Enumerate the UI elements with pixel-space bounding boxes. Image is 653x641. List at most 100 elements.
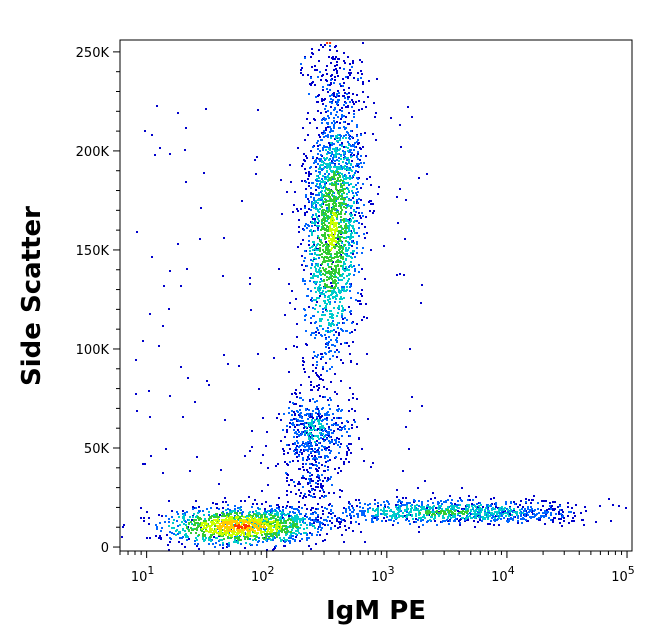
event-dot	[479, 513, 481, 515]
event-dot	[337, 444, 339, 446]
event-dot	[324, 183, 326, 185]
event-dot	[315, 408, 317, 410]
event-dot	[319, 395, 321, 397]
event-dot	[301, 255, 303, 257]
event-dot	[317, 389, 319, 391]
event-dot	[500, 512, 502, 514]
event-dot	[297, 442, 299, 444]
event-dot	[352, 197, 354, 199]
event-dot	[356, 194, 358, 196]
event-dot	[221, 512, 223, 514]
event-dot	[358, 437, 360, 439]
event-dot	[326, 388, 328, 390]
event-dot	[519, 509, 521, 511]
event-dot	[338, 157, 340, 159]
event-dot	[353, 103, 355, 105]
event-dot	[366, 353, 368, 355]
event-dot	[277, 516, 279, 518]
event-dot	[271, 508, 273, 510]
event-dot	[338, 291, 340, 293]
event-dot	[302, 420, 304, 422]
event-dot	[328, 351, 330, 353]
event-dot	[544, 512, 546, 514]
event-dot	[319, 247, 321, 249]
event-dot	[177, 243, 179, 245]
event-dot	[341, 110, 343, 112]
event-dot	[324, 465, 326, 467]
event-dot	[264, 510, 266, 512]
event-dot	[349, 509, 351, 511]
event-dot	[261, 490, 263, 492]
event-dot	[317, 514, 319, 516]
event-dot	[308, 244, 310, 246]
event-dot	[327, 296, 329, 298]
event-dot	[342, 137, 344, 139]
event-dot	[144, 130, 146, 132]
event-dot	[625, 507, 627, 509]
event-dot	[324, 181, 326, 183]
event-dot	[312, 218, 314, 220]
event-dot	[282, 512, 284, 514]
event-dot	[331, 291, 333, 293]
event-dot	[317, 145, 319, 147]
event-dot	[334, 150, 336, 152]
event-dot	[411, 116, 413, 118]
event-dot	[349, 353, 351, 355]
event-dot	[186, 511, 188, 513]
event-dot	[340, 470, 342, 472]
event-dot	[350, 313, 352, 315]
event-dot	[312, 81, 314, 83]
event-dot	[310, 259, 312, 261]
event-dot	[343, 135, 345, 137]
event-dot	[322, 489, 324, 491]
event-dot	[346, 227, 348, 229]
event-dot	[356, 323, 358, 325]
event-dot	[357, 158, 359, 160]
event-dot	[546, 511, 548, 513]
event-dot	[255, 510, 257, 512]
event-dot	[223, 538, 225, 540]
event-dot	[321, 214, 323, 216]
event-dot	[257, 109, 259, 111]
event-dot	[317, 202, 319, 204]
event-dot	[530, 502, 532, 504]
event-dot	[224, 419, 226, 421]
event-dot	[336, 251, 338, 253]
event-dot	[328, 173, 330, 175]
event-dot	[461, 487, 463, 489]
event-dot	[348, 345, 350, 347]
event-dot	[264, 514, 266, 516]
event-dot	[312, 214, 314, 216]
event-dot	[302, 360, 304, 362]
event-dot	[345, 116, 347, 118]
event-dot	[438, 508, 440, 510]
event-dot	[298, 489, 300, 491]
event-dot	[331, 424, 333, 426]
event-dot	[267, 484, 269, 486]
event-dot	[304, 449, 306, 451]
event-dot	[408, 448, 410, 450]
event-dot	[304, 430, 306, 432]
event-dot	[343, 121, 345, 123]
event-dot	[467, 499, 469, 501]
event-dot	[299, 495, 301, 497]
event-dot	[479, 508, 481, 510]
event-dot	[303, 308, 305, 310]
event-dot	[288, 283, 290, 285]
event-dot	[347, 188, 349, 190]
event-dot	[342, 265, 344, 267]
event-dot	[219, 539, 221, 541]
event-dot	[397, 222, 399, 224]
event-dot	[426, 521, 428, 523]
event-dot	[292, 460, 294, 462]
event-dot	[264, 516, 266, 518]
event-dot	[215, 503, 217, 505]
event-dot	[322, 46, 324, 48]
event-dot	[315, 461, 317, 463]
event-dot	[294, 191, 296, 193]
event-dot	[318, 475, 320, 477]
event-dot	[356, 188, 358, 190]
event-dot	[310, 389, 312, 391]
event-dot	[531, 516, 533, 518]
event-dot	[365, 303, 367, 305]
